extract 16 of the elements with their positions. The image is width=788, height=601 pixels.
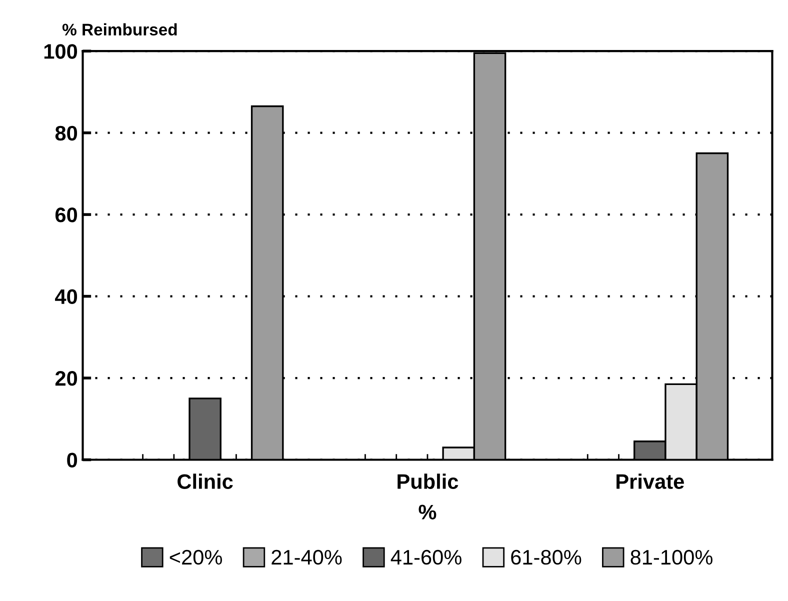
x-axis-title: %	[418, 504, 436, 520]
y-tick-label: 20	[55, 371, 78, 386]
y-tick-label: 0	[67, 452, 78, 468]
legend-label: <20%	[170, 550, 222, 565]
x-tick-label: Clinic	[178, 474, 233, 489]
legend-label: 81-100%	[630, 550, 712, 565]
legend-label: 21-40%	[272, 550, 342, 565]
y-axis-title: % Reimbursed	[62, 23, 177, 36]
y-tick-label: 40	[55, 289, 78, 304]
legend-label: 61-80%	[511, 550, 582, 565]
y-tick-label: 60	[55, 208, 78, 222]
x-tick-label: Private	[616, 474, 684, 489]
y-tick-label: 100	[44, 44, 78, 59]
legend-label: 41-60%	[390, 550, 462, 565]
x-tick-label: Public	[398, 474, 458, 489]
y-tick-label: 80	[55, 126, 78, 141]
